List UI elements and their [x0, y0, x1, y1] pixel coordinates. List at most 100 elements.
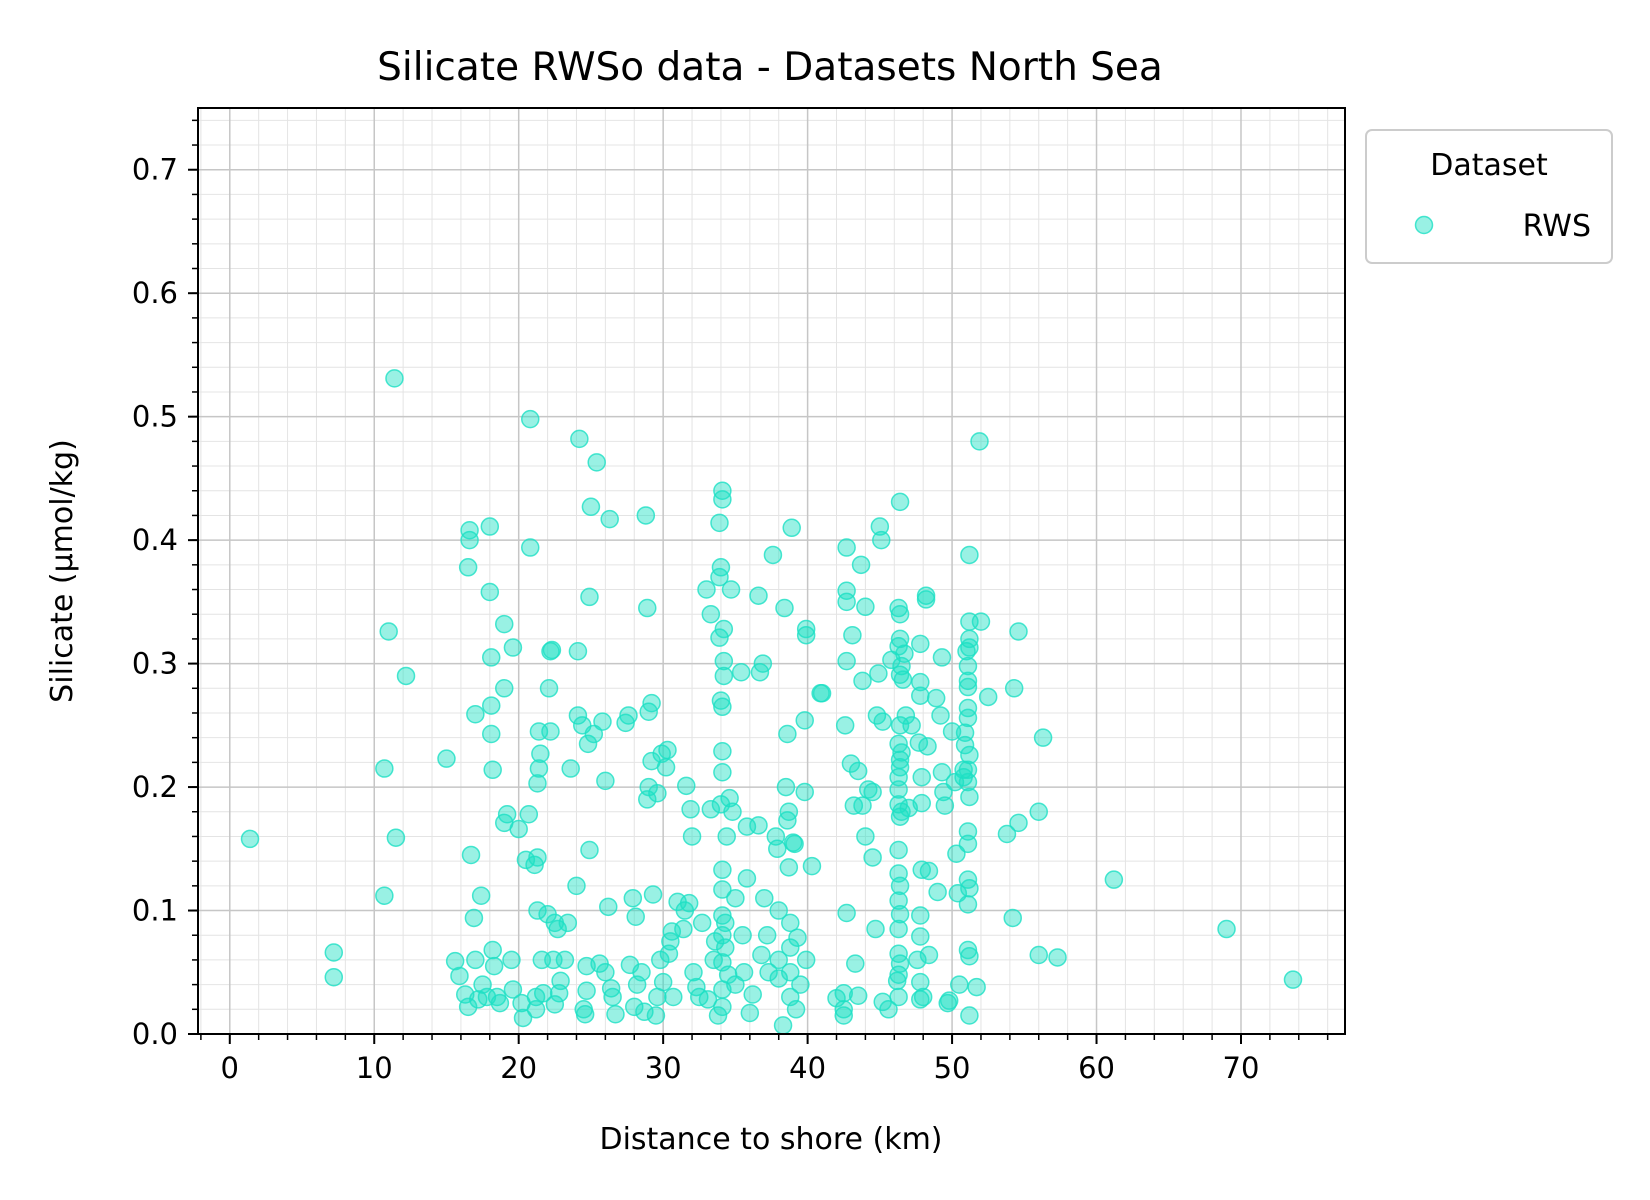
x-tick-label: 0	[221, 1051, 239, 1085]
data-point	[1283, 970, 1303, 989]
chart-title: Silicate RWSo data - Datasets North Sea	[377, 45, 1163, 90]
data-point	[997, 824, 1017, 844]
data-point	[919, 861, 939, 881]
data-point	[866, 919, 885, 939]
data-point	[567, 876, 586, 896]
data-point	[578, 734, 598, 754]
data-point	[870, 517, 890, 536]
data-point	[509, 819, 528, 839]
data-point	[958, 698, 978, 718]
data-point	[782, 518, 801, 538]
data-point	[516, 850, 536, 870]
data-point	[763, 545, 783, 565]
data-point	[889, 919, 908, 939]
data-point	[324, 943, 344, 962]
data-point	[890, 750, 910, 770]
data-point	[713, 490, 732, 509]
data-point	[648, 783, 667, 803]
data-point	[726, 888, 745, 908]
data-point	[716, 913, 735, 933]
data-point	[960, 879, 979, 898]
data-point	[466, 950, 485, 970]
data-point	[714, 666, 734, 686]
data-point	[653, 972, 673, 992]
data-point	[324, 967, 344, 987]
data-point	[773, 1016, 793, 1035]
data-point	[960, 745, 979, 765]
data-point	[958, 656, 978, 676]
data-point	[551, 971, 570, 991]
y-tick-label: 0.1	[132, 894, 178, 928]
data-point	[568, 706, 588, 725]
scatter-points	[240, 369, 1303, 1035]
legend-box	[1365, 129, 1613, 264]
data-point	[482, 648, 501, 667]
data-point	[755, 888, 774, 908]
data-point	[710, 628, 729, 647]
data-point	[776, 777, 796, 797]
data-point	[720, 788, 739, 808]
data-point	[541, 722, 560, 741]
data-point	[483, 940, 502, 960]
data-point	[503, 980, 523, 999]
data-point	[681, 800, 700, 819]
data-point	[911, 634, 930, 654]
data-point	[713, 997, 732, 1017]
data-point	[701, 800, 721, 819]
data-point	[534, 984, 553, 1003]
data-point	[593, 712, 612, 731]
data-point	[958, 671, 978, 691]
data-point	[932, 763, 952, 782]
data-point	[967, 977, 986, 997]
data-point	[674, 919, 693, 939]
data-point	[737, 869, 757, 888]
data-point	[623, 888, 643, 908]
major-grid	[198, 108, 1345, 1035]
data-point	[548, 919, 567, 939]
data-point	[711, 691, 731, 710]
data-point	[679, 893, 699, 913]
data-point	[796, 625, 816, 645]
data-point	[802, 856, 822, 876]
data-point	[570, 429, 589, 449]
data-point	[926, 688, 946, 708]
data-point	[837, 903, 856, 923]
data-point	[781, 938, 800, 957]
data-point	[490, 993, 510, 1013]
data-point	[677, 776, 696, 796]
data-point	[577, 981, 596, 1001]
data-point	[785, 834, 804, 854]
data-point	[464, 908, 484, 928]
data-point	[596, 771, 615, 791]
data-point	[778, 724, 797, 744]
data-point	[769, 950, 788, 970]
x-axis-ticks: 0 10 20 30 40 50 60 70	[200, 1034, 1329, 1085]
data-point	[889, 840, 908, 860]
data-point	[916, 590, 936, 609]
data-point	[837, 581, 856, 600]
data-point	[603, 987, 622, 1007]
data-point	[919, 945, 939, 965]
data-point	[795, 711, 814, 730]
data-point	[705, 932, 725, 951]
data-point	[471, 886, 491, 905]
data-point	[872, 530, 891, 550]
data-point	[889, 780, 908, 799]
data-point	[466, 704, 485, 724]
data-point	[619, 706, 638, 725]
data-point	[834, 1006, 853, 1025]
data-point	[521, 538, 540, 557]
data-point	[856, 827, 875, 846]
data-point	[555, 950, 575, 970]
data-point	[375, 759, 394, 778]
data-point	[662, 922, 682, 941]
data-point	[935, 796, 955, 815]
data-point	[740, 1003, 760, 1023]
data-point	[708, 1006, 728, 1025]
data-point	[646, 1006, 666, 1025]
data-point	[710, 513, 729, 533]
data-point	[1009, 622, 1028, 641]
legend: Dataset RWS	[1365, 129, 1613, 264]
x-tick-label: 30	[645, 1051, 682, 1085]
data-point	[458, 558, 478, 577]
